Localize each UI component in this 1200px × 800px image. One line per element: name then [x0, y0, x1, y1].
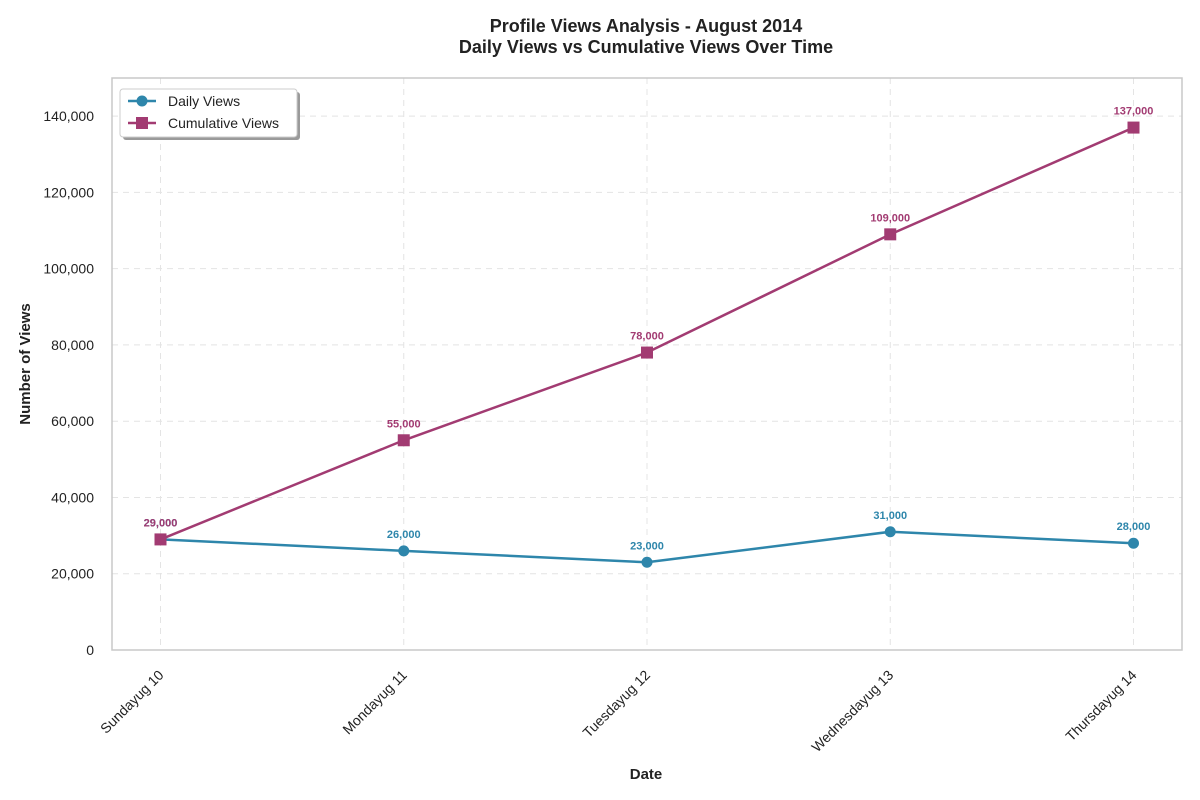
data-label: 28,000 [1117, 521, 1151, 533]
data-label: 29,000 [144, 517, 178, 529]
legend-label: Cumulative Views [168, 115, 279, 131]
y-tick-label: 100,000 [43, 261, 94, 277]
data-point [884, 228, 897, 241]
x-tick-label: Wednesdayug 13 [808, 667, 896, 755]
data-point [641, 346, 653, 359]
x-tick-label: Mondayug 11 [339, 667, 410, 738]
chart-subtitle: Daily Views vs Cumulative Views Over Tim… [459, 37, 833, 57]
legend-box [119, 88, 298, 138]
data-label: 78,000 [630, 331, 664, 343]
data-label: 137,000 [1114, 106, 1154, 118]
data-label: 26,000 [387, 529, 421, 541]
data-label: 109,000 [870, 212, 910, 224]
plot-frame [111, 77, 1183, 651]
y-tick-label: 80,000 [51, 337, 94, 353]
x-axis-ticks: Sundayug 10 Mondayug 11 Tuesdayug 12 Wednes… [97, 667, 1140, 755]
series-1: 29,000 55,000 78,000 109,000 137,000 [144, 106, 1154, 546]
legend-entry: Cumulative Views [128, 115, 279, 131]
legend-marker [136, 117, 148, 129]
legend-entry: Daily Views [128, 93, 240, 109]
y-tick-label: 0 [86, 642, 94, 658]
data-point [641, 556, 653, 568]
chart-title: Profile Views Analysis - August 2014 [490, 16, 802, 36]
x-tick-label: Tuesdayug 12 [579, 667, 653, 741]
y-axis-label: Number of Views [17, 303, 34, 424]
data-label: 29,000 [144, 517, 178, 529]
data-point [1127, 121, 1140, 134]
data-point [1128, 537, 1139, 549]
legend-label: Daily Views [168, 93, 240, 109]
x-axis-label: Date [630, 766, 663, 783]
y-tick-label: 40,000 [51, 489, 94, 505]
data-point [397, 434, 410, 447]
y-axis-ticks: 0 20,000 40,000 60,000 80,000 100,000 120,000 1… [43, 108, 94, 658]
y-tick-label: 60,000 [51, 413, 94, 429]
x-tick-label: Thursdayug 14 [1062, 667, 1140, 745]
legend-marker [136, 95, 148, 107]
data-label: 55,000 [387, 418, 421, 430]
data-label: 31,000 [873, 510, 907, 522]
data-point [884, 526, 896, 538]
x-tick-label: Sundayug 10 [97, 667, 167, 737]
y-tick-label: 20,000 [51, 566, 94, 582]
y-tick-label: 120,000 [43, 184, 94, 200]
data-label: 23,000 [630, 540, 664, 552]
legend: Daily Views Cumulative Views [119, 88, 300, 140]
y-tick-label: 140,000 [43, 108, 94, 124]
data-point [154, 533, 167, 546]
data-point [398, 545, 410, 557]
